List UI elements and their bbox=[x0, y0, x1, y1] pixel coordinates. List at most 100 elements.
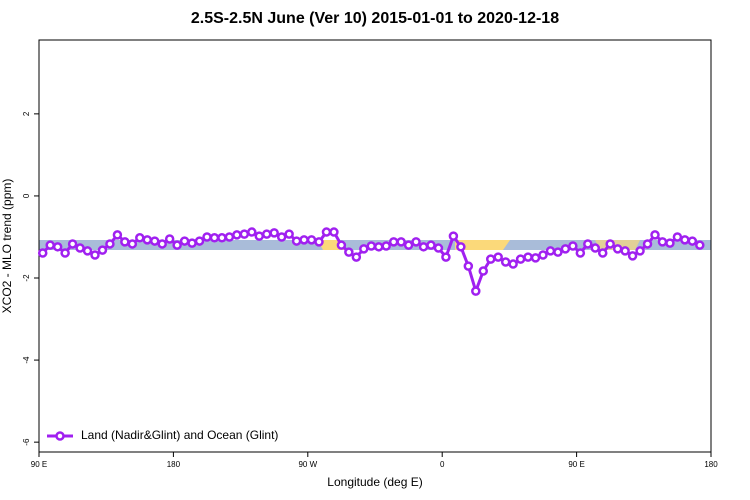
data-point bbox=[149, 236, 160, 246]
data-point bbox=[471, 286, 481, 296]
y-axis-label: XCO2 - MLO trend (ppm) bbox=[0, 179, 14, 314]
data-point bbox=[665, 238, 675, 248]
data-point bbox=[695, 240, 705, 250]
data-point bbox=[60, 248, 70, 258]
data-point bbox=[217, 233, 227, 243]
data-point bbox=[75, 243, 85, 253]
data-point bbox=[112, 230, 123, 240]
data-point bbox=[612, 244, 623, 254]
data-point bbox=[67, 239, 78, 249]
data-point bbox=[269, 228, 279, 238]
data-point bbox=[105, 239, 115, 249]
data-point bbox=[635, 246, 645, 256]
data-point bbox=[336, 240, 347, 250]
x-tick-label: 90 E bbox=[568, 460, 584, 469]
data-point bbox=[90, 250, 100, 260]
data-point bbox=[560, 244, 571, 254]
data-point bbox=[627, 251, 638, 261]
data-point bbox=[314, 237, 324, 247]
data-point bbox=[463, 261, 474, 271]
x-tick-label: 180 bbox=[167, 460, 181, 469]
data-point bbox=[321, 227, 332, 237]
y-tick-label: -6 bbox=[22, 438, 31, 446]
data-point bbox=[381, 241, 391, 251]
data-point bbox=[426, 240, 436, 250]
data-point bbox=[388, 237, 399, 247]
y-tick-label: 0 bbox=[22, 193, 31, 198]
data-point bbox=[45, 240, 55, 250]
data-point bbox=[478, 266, 489, 276]
data-point bbox=[52, 242, 63, 252]
data-point bbox=[239, 229, 250, 239]
data-point bbox=[672, 232, 683, 242]
data-point bbox=[97, 245, 108, 255]
data-point bbox=[224, 232, 235, 242]
data-point bbox=[530, 253, 541, 263]
data-point bbox=[291, 236, 302, 246]
x-tick-label: 90 E bbox=[31, 460, 47, 469]
data-point bbox=[515, 254, 526, 264]
data-point bbox=[493, 252, 503, 262]
data-point bbox=[687, 236, 698, 246]
data-point bbox=[157, 239, 167, 249]
data-point bbox=[642, 239, 653, 249]
x-tick-label: 90 W bbox=[298, 460, 317, 469]
legend-label: Land (Nadir&Glint) and Ocean (Glint) bbox=[81, 428, 278, 442]
data-point bbox=[366, 241, 377, 251]
data-point bbox=[680, 235, 690, 245]
data-point bbox=[553, 247, 563, 257]
data-point bbox=[575, 248, 586, 258]
data-point bbox=[82, 246, 93, 256]
data-point bbox=[284, 229, 294, 239]
data-point bbox=[650, 230, 660, 240]
data-point bbox=[508, 259, 518, 269]
data-point bbox=[209, 233, 220, 243]
data-point bbox=[411, 237, 421, 247]
data-point bbox=[247, 227, 257, 237]
data-point bbox=[500, 257, 511, 267]
data-point bbox=[127, 239, 138, 249]
data-point bbox=[120, 237, 130, 247]
data-point bbox=[202, 232, 212, 242]
data-point bbox=[441, 252, 451, 262]
x-tick-label: 180 bbox=[704, 460, 718, 469]
data-point bbox=[433, 243, 444, 253]
data-point bbox=[448, 231, 459, 241]
data-point bbox=[329, 227, 339, 237]
data-point bbox=[276, 232, 287, 242]
data-point bbox=[261, 229, 272, 239]
data-point bbox=[194, 236, 205, 246]
plot-frame bbox=[38, 39, 712, 453]
data-point bbox=[306, 235, 317, 245]
data-point bbox=[590, 243, 601, 253]
data-point bbox=[359, 244, 369, 254]
data-point bbox=[344, 247, 354, 257]
data-point bbox=[142, 235, 153, 245]
data-point bbox=[396, 237, 406, 247]
x-axis-label: Longitude (deg E) bbox=[327, 475, 422, 489]
y-tick-label: 2 bbox=[22, 111, 31, 116]
data-point bbox=[403, 240, 414, 250]
data-point bbox=[418, 242, 429, 252]
data-point bbox=[523, 252, 533, 262]
data-point bbox=[232, 230, 242, 240]
data-point bbox=[605, 239, 615, 249]
data-point bbox=[37, 248, 48, 258]
data-point bbox=[597, 248, 608, 258]
data-point bbox=[545, 246, 556, 256]
data-point bbox=[254, 231, 265, 241]
data-point bbox=[568, 241, 578, 251]
data-point bbox=[538, 250, 548, 260]
data-point bbox=[351, 252, 362, 262]
data-point bbox=[187, 238, 197, 248]
data-point bbox=[456, 242, 466, 252]
data-point bbox=[373, 242, 384, 252]
data-point bbox=[583, 239, 593, 249]
data-point bbox=[657, 237, 668, 247]
data-point bbox=[485, 254, 496, 264]
data-point bbox=[135, 233, 145, 243]
data-point bbox=[179, 236, 190, 246]
data-point bbox=[620, 246, 630, 256]
x-tick-label: 0 bbox=[440, 460, 445, 469]
